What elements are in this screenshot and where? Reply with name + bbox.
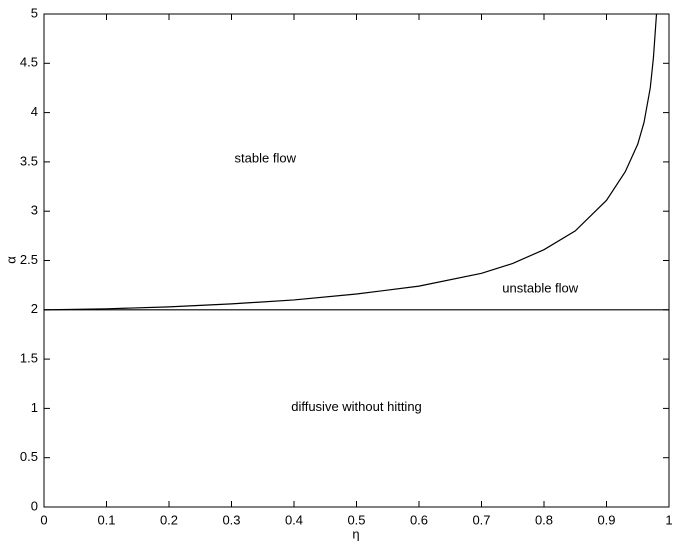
series-line	[43, 13, 658, 311]
x-tick-label: 0.7	[472, 512, 490, 527]
x-axis-label: η	[352, 526, 359, 541]
y-tick-label: 3.5	[20, 153, 38, 168]
y-axis-label: α	[3, 256, 18, 264]
y-tick-label: 2	[31, 301, 38, 316]
y-tick-label: 1.5	[20, 351, 38, 366]
annotation: unstable flow	[502, 281, 578, 296]
x-tick-label: 0.3	[222, 512, 240, 527]
x-tick-label: 0.2	[160, 512, 178, 527]
x-tick-label: 0.1	[97, 512, 115, 527]
x-tick-label: 0.8	[535, 512, 553, 527]
y-tick-label: 1	[31, 400, 38, 415]
y-tick-label: 0.5	[20, 449, 38, 464]
y-tick-label: 2.5	[20, 252, 38, 267]
annotation: stable flow	[235, 150, 297, 165]
y-tick-label: 5	[31, 5, 38, 20]
y-tick-label: 3	[31, 203, 38, 218]
x-tick-label: 1	[665, 512, 672, 527]
plot-frame	[43, 13, 670, 508]
x-tick-label: 0.6	[410, 512, 428, 527]
x-tick-label: 0.9	[597, 512, 615, 527]
annotation: diffusive without hitting	[291, 399, 422, 414]
y-tick-label: 4	[31, 104, 38, 119]
x-tick-label: 0.4	[285, 512, 303, 527]
y-tick-label: 0	[31, 498, 38, 513]
x-tick-label: 0	[40, 512, 47, 527]
y-tick-label: 4.5	[20, 55, 38, 70]
x-tick-label: 0.5	[347, 512, 365, 527]
